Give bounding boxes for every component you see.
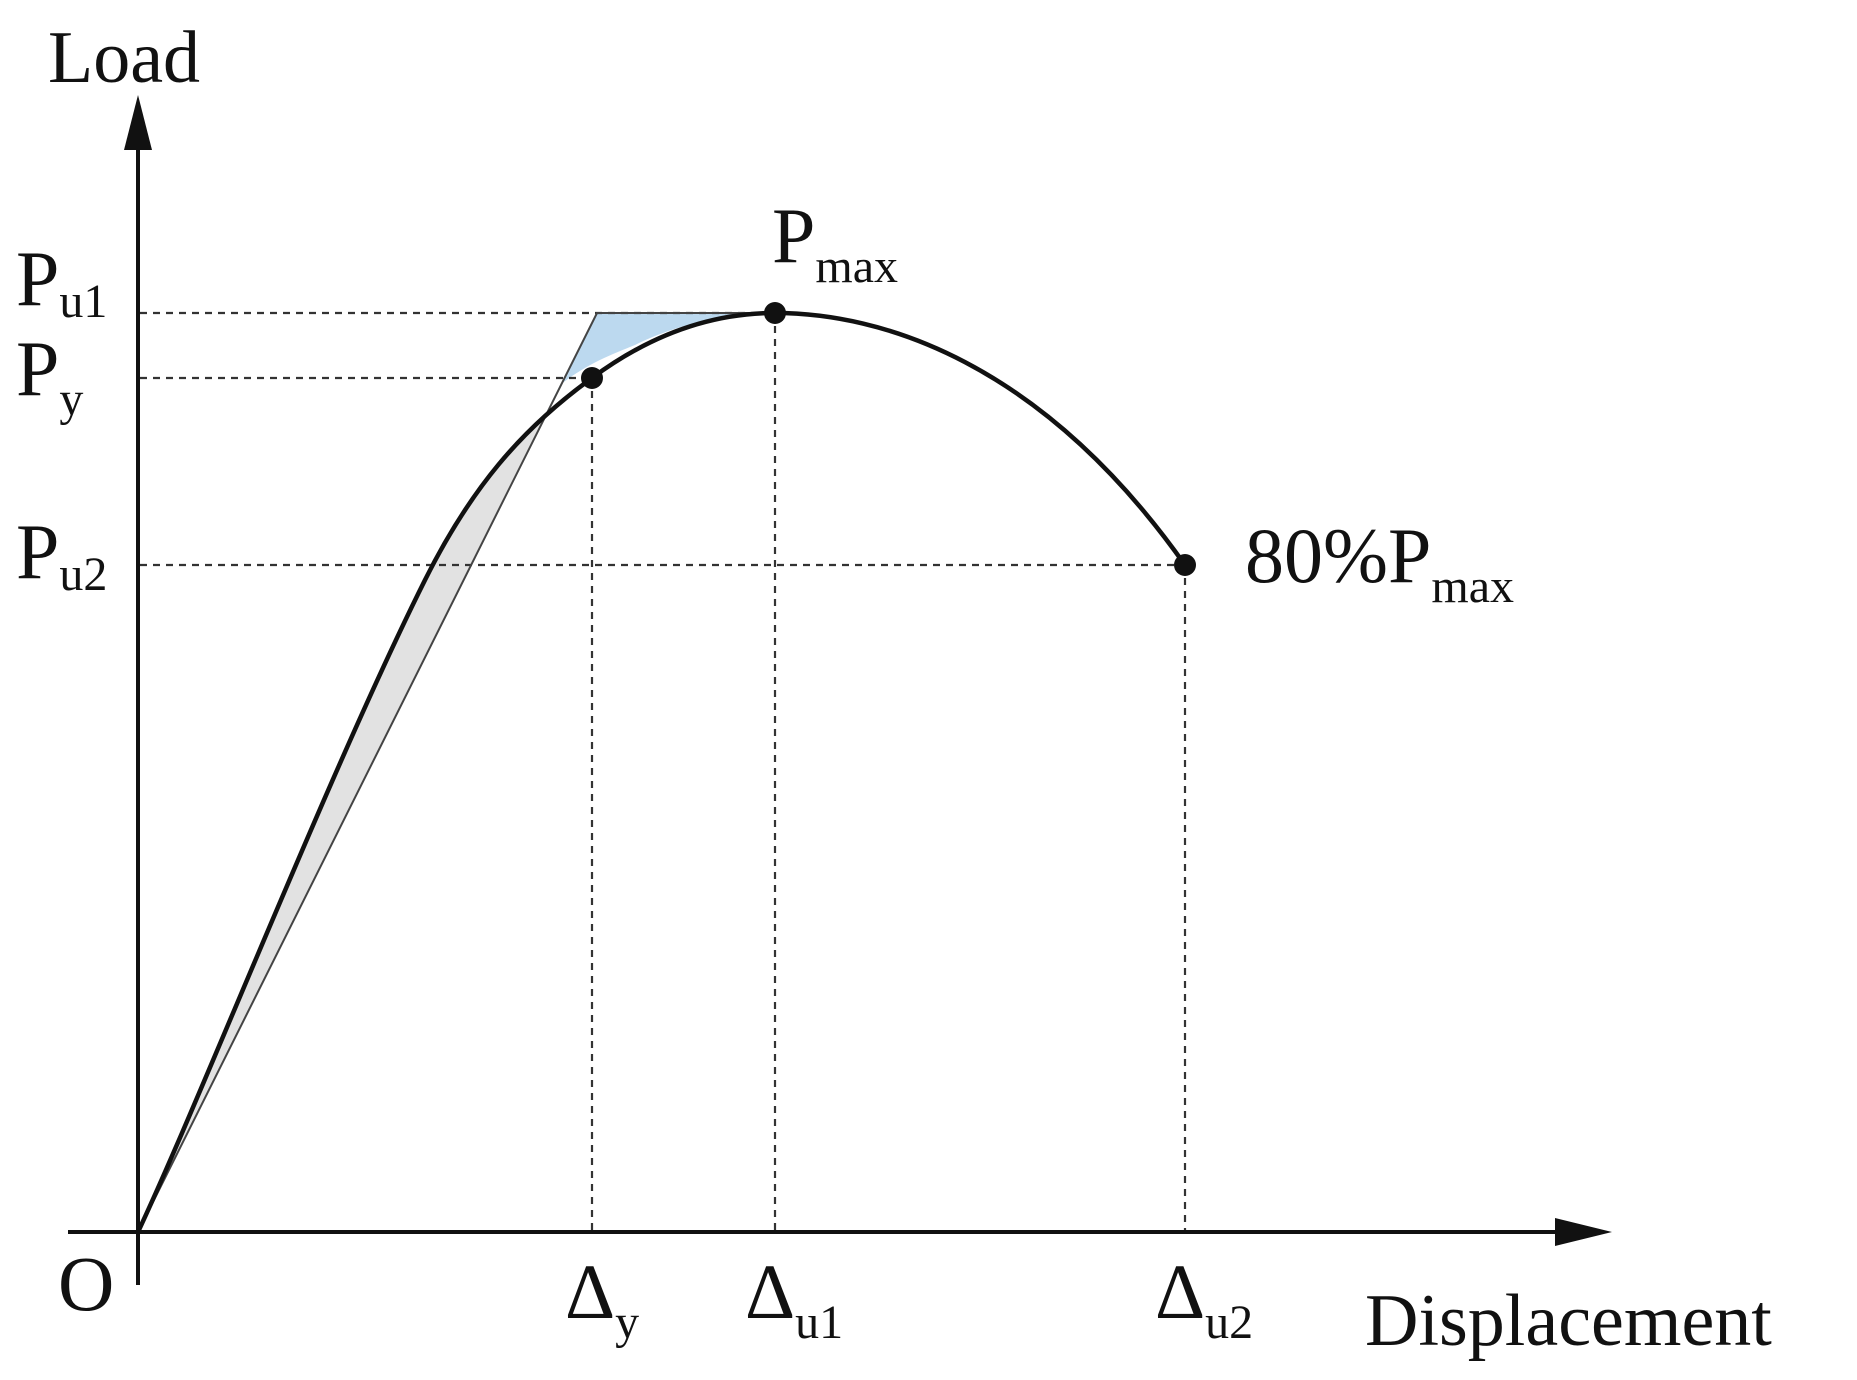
py-label: Py <box>16 325 83 426</box>
x-axis-arrowhead <box>1555 1218 1612 1246</box>
p80-point <box>1174 554 1196 576</box>
x-axis-label: Displacement <box>1365 1280 1772 1362</box>
p80-label: 80%Pmax <box>1245 512 1514 613</box>
py-point <box>581 367 603 389</box>
du2-label: Δu2 <box>1155 1248 1253 1349</box>
y-axis-arrowhead <box>124 95 152 150</box>
guide-lines <box>140 311 1187 1232</box>
shaded-area-above-curve <box>545 313 780 415</box>
pmax-point <box>764 302 786 324</box>
du1-label: Δu1 <box>745 1248 843 1349</box>
pmax-label: Pmax <box>772 192 898 293</box>
origin-label: O <box>58 1240 114 1327</box>
equivalent-bilinear-line <box>137 312 770 1233</box>
load-displacement-curve <box>135 310 1187 1233</box>
dy-label: Δy <box>565 1248 639 1349</box>
pu2-label: Pu2 <box>16 508 107 601</box>
y-axis-label: Load <box>48 17 200 99</box>
pu1-label: Pu1 <box>16 235 107 328</box>
